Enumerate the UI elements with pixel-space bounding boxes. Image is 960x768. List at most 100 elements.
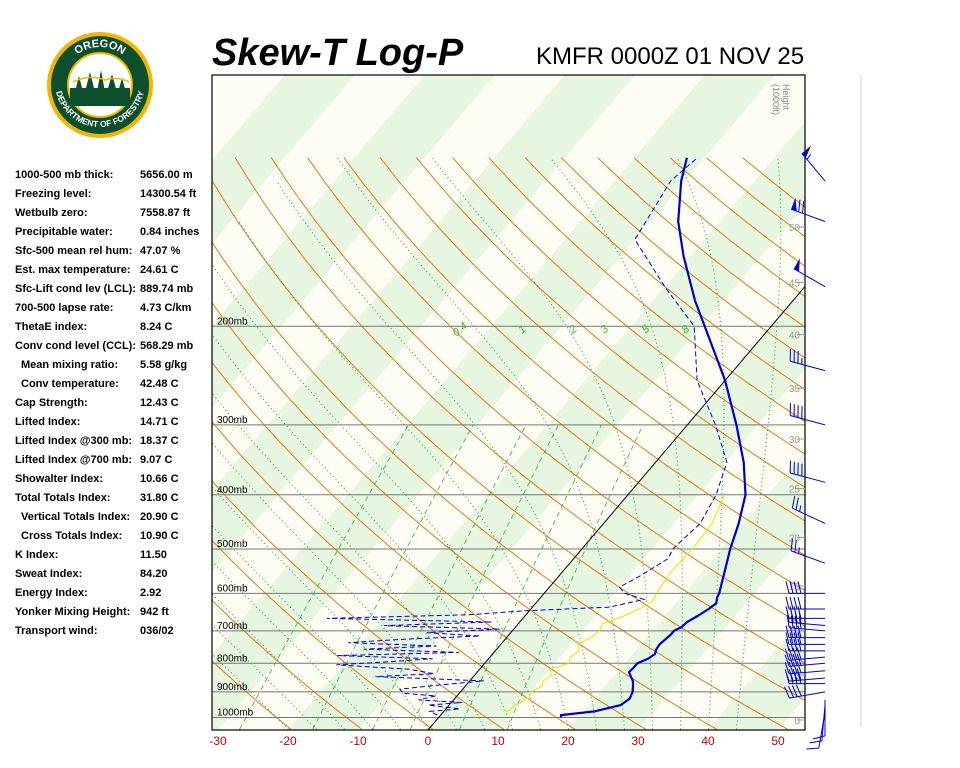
wind-barbs <box>784 145 826 750</box>
x-tick-label: -30 <box>209 734 227 748</box>
wind-barb-feather <box>797 625 802 638</box>
wind-barb-feather <box>789 596 794 610</box>
dry-adiabat <box>270 157 805 627</box>
index-label: Vertical Totals Index: <box>21 511 131 523</box>
wind-barb-feather <box>788 668 794 681</box>
station-time: KMFR 0000Z 01 NOV 25 <box>536 43 805 70</box>
height-tick-label: 30 <box>789 435 801 446</box>
wind-barb-feather <box>789 581 794 594</box>
moist-adiabat <box>212 485 429 730</box>
wind-barb-feather <box>789 606 794 619</box>
index-label: Wetbulb zero: <box>15 207 88 219</box>
wind-barb-feather <box>797 581 802 594</box>
index-label: Mean mixing ratio: <box>21 359 119 371</box>
wind-barb <box>789 403 826 426</box>
index-value: 18.37 C <box>140 435 179 447</box>
wind-barb-staff <box>789 627 826 632</box>
wind-barb <box>791 197 826 222</box>
isotherm-band <box>212 75 495 408</box>
wind-barb-staff <box>789 662 826 667</box>
moist-adiabat <box>212 392 485 730</box>
index-value: 47.07 % <box>140 245 181 257</box>
wind-barb-feather <box>793 596 798 610</box>
dry-adiabats <box>212 157 805 730</box>
mixing-ratio-lines <box>239 424 644 730</box>
isotherm-band <box>212 75 355 243</box>
wind-barb-feather <box>793 632 798 645</box>
x-tick-label: 40 <box>701 734 715 748</box>
isobars <box>212 325 805 719</box>
isotherm-band <box>212 75 775 730</box>
index-value: 10.66 C <box>140 473 179 485</box>
wind-barb <box>801 145 826 182</box>
wind-barb-flag <box>801 145 812 158</box>
pressure-label: 700mb <box>217 621 248 632</box>
index-label: Est. max temperature: <box>15 264 131 276</box>
wind-barb <box>812 699 826 740</box>
wind-barb <box>784 668 826 682</box>
index-label: 1000-500 mb thick: <box>15 169 114 181</box>
index-value: 14300.54 ft <box>140 188 197 200</box>
oregon-forestry-logo: OREGON DEPARTMENT OF FORESTRY <box>47 32 153 138</box>
index-label: Total Totals Index: <box>15 492 111 504</box>
height-tick-label: 10 <box>789 627 801 638</box>
wetbulb-line <box>506 494 725 716</box>
index-label: Sfc-Lift cond lev (LCL): <box>15 283 136 295</box>
wind-barb <box>785 581 825 594</box>
index-label: Precipitable water: <box>15 226 113 238</box>
index-label: Conv cond level (CCL): <box>15 340 137 352</box>
wind-barb-feather <box>797 606 802 619</box>
dry-adiabat <box>379 157 805 522</box>
wind-barb-feather <box>797 632 802 645</box>
index-label: Cross Totals Index: <box>21 530 123 542</box>
height-tick-label: 20 <box>789 534 801 545</box>
mixing-ratio-line <box>372 424 527 730</box>
wind-barb-feather <box>788 661 794 674</box>
index-label: Transport wind: <box>15 625 98 637</box>
dry-adiabat <box>212 480 505 730</box>
wind-barb-staff <box>789 677 826 682</box>
wind-barb-feather <box>791 495 796 509</box>
plot-frame <box>211 74 806 731</box>
wind-barb-staff <box>791 550 826 564</box>
wind-barb <box>784 661 826 675</box>
index-row: Wetbulb zero: 7558.87 ft <box>15 207 215 226</box>
dry-adiabat <box>212 421 576 730</box>
wind-barb-feather <box>785 606 790 619</box>
dewpoint-line <box>326 157 728 716</box>
wind-barb-staff <box>791 208 826 222</box>
wind-barb-feather <box>809 740 822 744</box>
index-value: 9.07 C <box>140 454 173 466</box>
wind-barb <box>806 712 826 750</box>
wind-barb-feather <box>785 632 790 645</box>
index-row: Mean mixing ratio: 5.58 g/kg <box>15 359 215 378</box>
index-row: Showalter Index: 10.66 C <box>15 473 215 492</box>
index-label: Lifted Index @700 mb: <box>15 454 133 466</box>
index-row: Sfc-500 mean rel hum: 47.07 % <box>15 245 215 264</box>
x-tick-label: 0 <box>425 734 432 748</box>
pressure-label: 300mb <box>217 415 248 426</box>
wind-barb-feather <box>796 668 802 681</box>
index-value: 31.80 C <box>140 492 179 504</box>
height-axis-label: Height(1000ft) <box>771 84 791 115</box>
index-row: Est. max temperature: 24.61 C <box>15 264 215 283</box>
mixing-ratio-line <box>459 424 602 730</box>
index-label: Sfc-500 mean rel hum: <box>15 245 133 257</box>
height-tick-label: 45 <box>789 278 801 289</box>
wind-barb-staff <box>789 691 826 699</box>
chart-title: Skew-T Log-P <box>212 32 464 74</box>
height-tick-label: 0 <box>794 716 800 727</box>
index-value: 568.29 mb <box>140 340 194 352</box>
dry-adiabat <box>212 539 434 730</box>
mixing-ratio-line <box>312 424 474 730</box>
wind-barb-half-feather <box>798 547 800 554</box>
index-value: 20.90 C <box>140 511 179 523</box>
dry-adiabat <box>212 361 647 730</box>
wind-barb-flag <box>793 258 800 272</box>
wind-barb <box>791 495 826 524</box>
dry-adiabat <box>452 157 805 455</box>
wind-barb-feather <box>795 497 799 510</box>
index-label: Showalter Index: <box>15 473 104 485</box>
wind-barb-staff <box>789 621 826 627</box>
index-row: Precipitable water: 0.84 inches <box>15 226 215 245</box>
